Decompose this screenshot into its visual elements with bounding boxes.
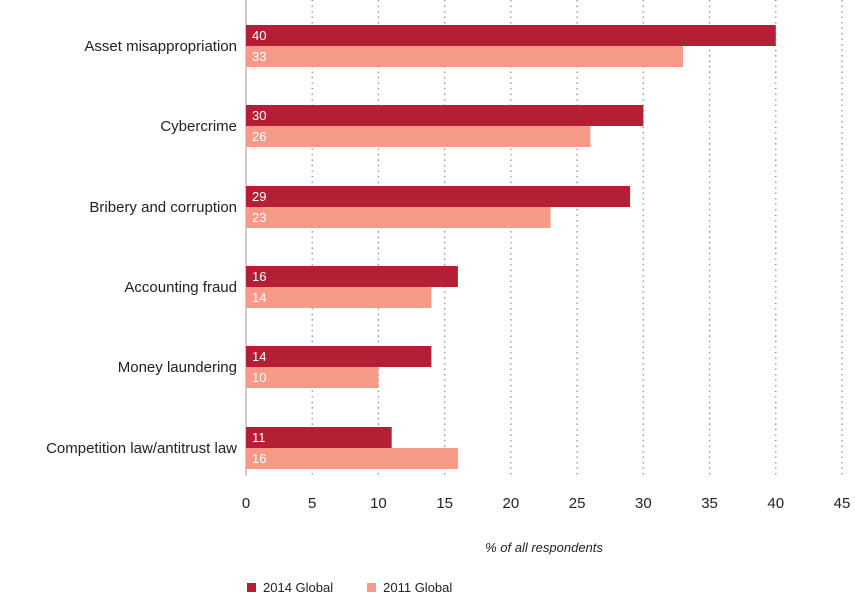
data-label: 16 <box>252 451 266 466</box>
data-label: 23 <box>252 210 266 225</box>
x-tick-label: 45 <box>834 495 851 512</box>
data-labels: 40 33 30 26 29 23 16 14 14 10 11 16 <box>252 28 266 466</box>
bar <box>246 427 392 448</box>
bars <box>246 25 776 469</box>
legend-item-2011: 2011 Global <box>367 580 452 595</box>
data-label: 11 <box>252 430 266 445</box>
x-tick-label: 15 <box>436 495 453 512</box>
grid-lines <box>245 0 843 476</box>
data-label: 14 <box>252 349 266 364</box>
x-tick-label: 30 <box>635 495 652 512</box>
bar <box>246 346 432 367</box>
legend-swatch-2014 <box>247 583 256 592</box>
data-label: 10 <box>252 370 266 385</box>
data-label: 26 <box>252 129 266 144</box>
x-tick-label: 5 <box>308 495 316 512</box>
category-label: Cybercrime <box>160 118 237 135</box>
bar <box>246 266 458 287</box>
data-label: 29 <box>252 189 266 204</box>
bar <box>246 207 551 228</box>
bar <box>246 105 644 126</box>
data-label: 30 <box>252 108 266 123</box>
bar <box>246 367 379 388</box>
x-tick-label: 40 <box>767 495 784 512</box>
x-axis-title: % of all respondents <box>485 540 603 555</box>
bar <box>246 126 591 147</box>
bar <box>246 186 631 207</box>
x-axis-ticks: 0 5 10 15 20 25 30 35 40 45 <box>242 495 851 512</box>
category-labels: Asset misappropriation Cybercrime Bribery … <box>46 38 237 457</box>
legend-label-2014: 2014 Global <box>263 580 334 595</box>
x-tick-label: 10 <box>370 495 387 512</box>
category-label: Money laundering <box>118 359 237 376</box>
category-label: Accounting fraud <box>124 279 237 296</box>
data-label: 14 <box>252 290 266 305</box>
legend: 2014 Global 2011 Global <box>247 580 452 595</box>
category-label: Asset misappropriation <box>84 38 237 55</box>
bar <box>246 287 432 308</box>
data-label: 16 <box>252 269 266 284</box>
x-tick-label: 20 <box>503 495 520 512</box>
x-tick-label: 35 <box>701 495 718 512</box>
bar <box>246 46 684 67</box>
x-tick-label: 25 <box>569 495 586 512</box>
legend-label-2011: 2011 Global <box>383 580 453 595</box>
category-label: Competition law/antitrust law <box>46 440 237 457</box>
category-label: Bribery and corruption <box>89 199 237 216</box>
legend-item-2014: 2014 Global <box>247 580 333 595</box>
x-tick-label: 0 <box>242 495 250 512</box>
data-label: 40 <box>252 28 266 43</box>
data-label: 33 <box>252 49 266 64</box>
legend-swatch-2011 <box>367 583 377 592</box>
bar <box>246 448 458 469</box>
bar <box>246 25 776 46</box>
